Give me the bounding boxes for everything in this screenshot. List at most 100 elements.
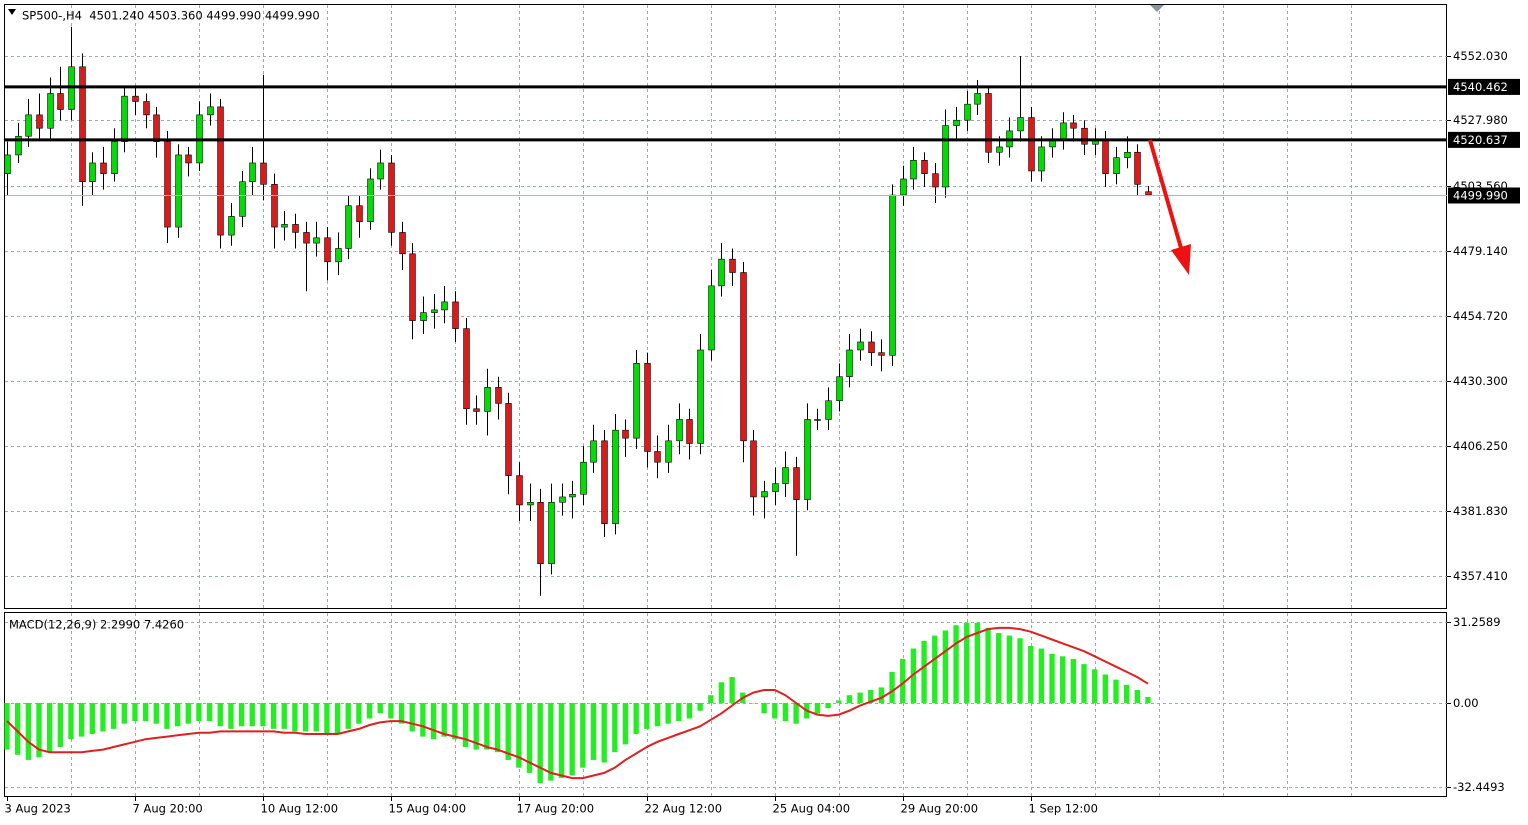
candle-body bbox=[1134, 151, 1141, 185]
histogram-bar bbox=[942, 630, 949, 703]
histogram-bar bbox=[985, 627, 991, 703]
histogram-bar bbox=[196, 702, 202, 722]
trend-arrow-shaft bbox=[1148, 139, 1183, 249]
histogram-bar bbox=[1006, 635, 1013, 703]
candle-body bbox=[4, 154, 11, 174]
candle-body bbox=[36, 114, 43, 129]
candle-body bbox=[559, 496, 566, 503]
histogram-bar bbox=[228, 702, 234, 729]
histogram-bar bbox=[206, 702, 213, 722]
histogram-bar bbox=[142, 702, 149, 722]
histogram-bar bbox=[377, 702, 383, 714]
candle-body bbox=[718, 258, 725, 287]
candle-body bbox=[281, 224, 288, 228]
candle-body bbox=[878, 352, 885, 356]
histogram-bar bbox=[270, 702, 277, 729]
candle-body bbox=[420, 312, 427, 321]
candle-body bbox=[654, 451, 661, 463]
candle-body bbox=[985, 93, 992, 153]
histogram-bar bbox=[836, 700, 842, 703]
histogram-bar bbox=[4, 702, 10, 750]
candle-body bbox=[47, 93, 54, 129]
histogram-bar bbox=[174, 702, 181, 727]
candle-body bbox=[409, 253, 416, 321]
histogram-bar bbox=[324, 702, 330, 735]
candle-body bbox=[377, 162, 384, 180]
candle-body bbox=[100, 162, 107, 174]
histogram-bar bbox=[825, 702, 831, 709]
candle-body bbox=[1038, 146, 1045, 172]
histogram-bar bbox=[857, 692, 863, 703]
candle-body bbox=[249, 162, 256, 182]
candle-body bbox=[388, 162, 395, 233]
histogram-bar bbox=[932, 635, 938, 703]
histogram-bar bbox=[1134, 690, 1141, 703]
histogram-bar bbox=[590, 702, 597, 760]
candle-body bbox=[452, 301, 459, 329]
candle-body bbox=[1070, 122, 1077, 129]
candle-body bbox=[782, 467, 789, 484]
histogram-bar bbox=[1124, 684, 1130, 703]
candle-body bbox=[900, 178, 907, 196]
histogram-bar bbox=[996, 633, 1002, 703]
candle-body bbox=[537, 501, 544, 565]
candle-body bbox=[964, 103, 971, 121]
candle-body bbox=[57, 93, 64, 110]
histogram-bar bbox=[441, 702, 447, 737]
candle-body bbox=[111, 141, 118, 174]
histogram-bar bbox=[68, 702, 74, 740]
histogram-bar bbox=[494, 702, 501, 753]
candle-body bbox=[473, 408, 480, 412]
candle-body bbox=[175, 154, 182, 228]
candle-body bbox=[868, 341, 875, 353]
histogram-bar bbox=[132, 702, 138, 722]
histogram-bar bbox=[665, 702, 671, 724]
candle-body bbox=[1028, 117, 1035, 172]
y-tick-label: 4430.300 bbox=[1453, 374, 1508, 388]
histogram-bar bbox=[121, 702, 127, 724]
histogram-bar bbox=[601, 702, 607, 763]
candle-body bbox=[676, 419, 683, 442]
candle-body bbox=[697, 349, 704, 444]
candle-body bbox=[921, 159, 928, 174]
candle-body bbox=[740, 272, 747, 442]
candle-body bbox=[463, 328, 470, 410]
candle-body bbox=[761, 491, 768, 498]
shift-marker bbox=[1150, 5, 1164, 12]
candle-body bbox=[633, 363, 640, 439]
histogram-bar bbox=[644, 702, 650, 729]
candle-body bbox=[260, 162, 267, 185]
candle-body bbox=[750, 440, 757, 498]
candle-body bbox=[367, 178, 374, 223]
candle-body bbox=[25, 114, 32, 137]
histogram-bar bbox=[484, 702, 490, 750]
candle-body bbox=[164, 141, 171, 228]
x-tick-label: 7 Aug 20:00 bbox=[133, 802, 203, 816]
candle-body bbox=[846, 349, 853, 378]
histogram-bar bbox=[409, 702, 415, 732]
histogram-bar bbox=[750, 702, 757, 704]
last-price-box bbox=[1448, 187, 1520, 204]
histogram-bar bbox=[612, 702, 618, 753]
candle-body bbox=[665, 440, 672, 463]
y-tick-label: 31.2589 bbox=[1453, 615, 1501, 629]
chart-title: SP500-,H4 4501.240 4503.360 4499.990 449… bbox=[22, 9, 320, 23]
candle-body bbox=[836, 376, 843, 402]
candle-body bbox=[132, 95, 139, 102]
candle-body bbox=[335, 248, 342, 263]
y-tick-label: 4552.030 bbox=[1453, 49, 1508, 63]
candle-body bbox=[772, 483, 779, 492]
candle-body bbox=[1145, 191, 1152, 196]
y-tick-label: 4406.250 bbox=[1453, 439, 1508, 453]
histogram-bar bbox=[1113, 679, 1119, 703]
histogram-bar bbox=[430, 702, 437, 740]
candle-body bbox=[793, 467, 800, 500]
x-tick-label: 10 Aug 12:00 bbox=[261, 802, 339, 816]
histogram-bar bbox=[622, 702, 629, 745]
x-tick-label: 25 Aug 04:00 bbox=[773, 802, 851, 816]
histogram-bar bbox=[516, 702, 522, 768]
candle-body bbox=[399, 232, 406, 255]
histogram-bar bbox=[697, 702, 703, 711]
histogram-bar bbox=[761, 702, 767, 714]
candle-body bbox=[548, 501, 555, 565]
